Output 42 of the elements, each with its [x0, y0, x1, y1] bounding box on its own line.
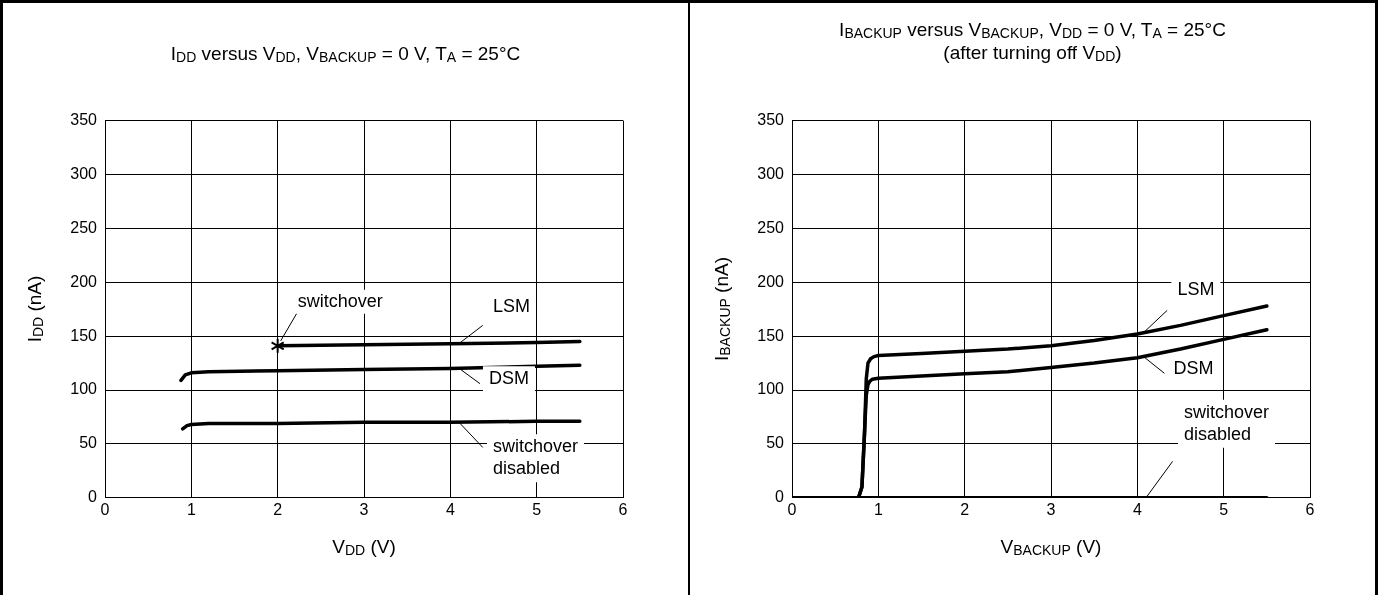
y-tick-label: 250: [70, 218, 98, 236]
series-label: LSM: [492, 295, 530, 316]
chart-title: I$_{DD}$ versus V$_{DD}$, V$_{BACKUP}$ = 0 V, T$_{A}$ = 25°C: [170, 43, 521, 65]
x-tick-label: 5: [532, 500, 542, 518]
y-tick-label: 50: [766, 434, 785, 452]
x-tick-label: 0: [787, 500, 797, 518]
y-tick-label: 100: [757, 380, 785, 398]
y-tick-label: 0: [775, 488, 785, 506]
text: switchover disabled: [1183, 401, 1269, 444]
annotation: switchover: [297, 290, 383, 311]
y-tick-label: 0: [88, 488, 98, 506]
y-tick-label: 50: [79, 434, 98, 452]
x-tick-label: 5: [1219, 500, 1229, 518]
chart-subtitle: (after turning off V$_{DD}$): [943, 42, 1122, 64]
legend-label: DSM: [488, 368, 529, 389]
x-tick-label: 2: [273, 500, 283, 518]
legend-label: DSM: [1173, 358, 1214, 379]
x-tick-label: 3: [1046, 500, 1056, 518]
y-tick-label: 350: [757, 111, 785, 129]
x-tick-label: 4: [1132, 500, 1142, 518]
y-tick-label: 150: [70, 326, 98, 344]
x-tick-label: 0: [100, 500, 110, 518]
y-tick-label: 300: [70, 164, 98, 182]
y-tick-label: 250: [757, 218, 785, 236]
y-tick-label: 200: [757, 272, 785, 290]
series-label: switchover disabled: [492, 436, 578, 479]
chart-title: I$_{BACKUP}$ versus V$_{BACKUP}$, V$_{DD}$ = 0 V, T$_{A}$ = 25°C: [839, 19, 1226, 41]
x-tick-label: 6: [618, 500, 628, 518]
x-axis-title: V$_{BACKUP}$ (V): [1000, 535, 1102, 558]
y-tick-label: 200: [70, 272, 98, 290]
x-tick-label: 1: [873, 500, 883, 518]
series-label: LSM: [1177, 278, 1215, 299]
y-tick-label: 150: [757, 326, 785, 344]
x-tick-label: 6: [1305, 500, 1315, 518]
y-tick-label: 100: [70, 380, 98, 398]
x-tick-label: 1: [186, 500, 196, 518]
x-axis-title: V$_{DD}$ (V): [332, 535, 396, 558]
x-tick-label: 4: [445, 500, 455, 518]
y-tick-label: 300: [757, 164, 785, 182]
x-tick-label: 3: [359, 500, 369, 518]
y-tick-label: 350: [70, 111, 98, 129]
x-tick-label: 2: [960, 500, 970, 518]
